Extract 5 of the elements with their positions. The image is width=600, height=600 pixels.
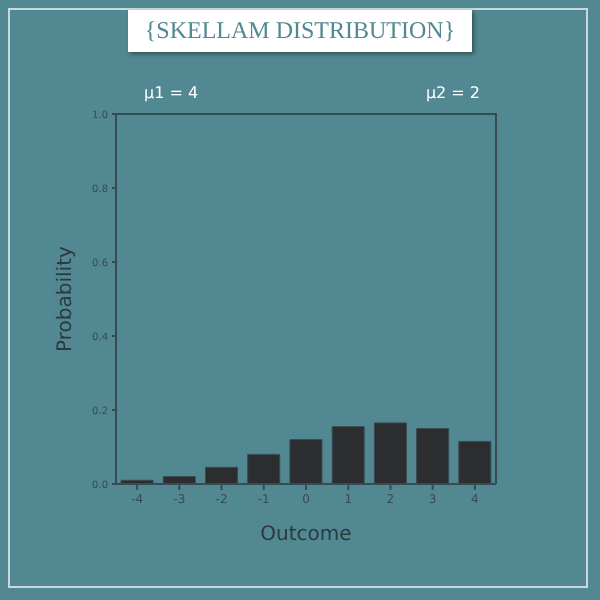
text: μ2 = 2 xyxy=(425,84,480,102)
y-axis-title: Probability xyxy=(55,245,78,352)
text: μ1 = 4 xyxy=(144,84,199,102)
x-axis-title: Outcome xyxy=(260,524,352,546)
chart-title: {SKELLAM DISTRIBUTION} xyxy=(128,10,472,52)
